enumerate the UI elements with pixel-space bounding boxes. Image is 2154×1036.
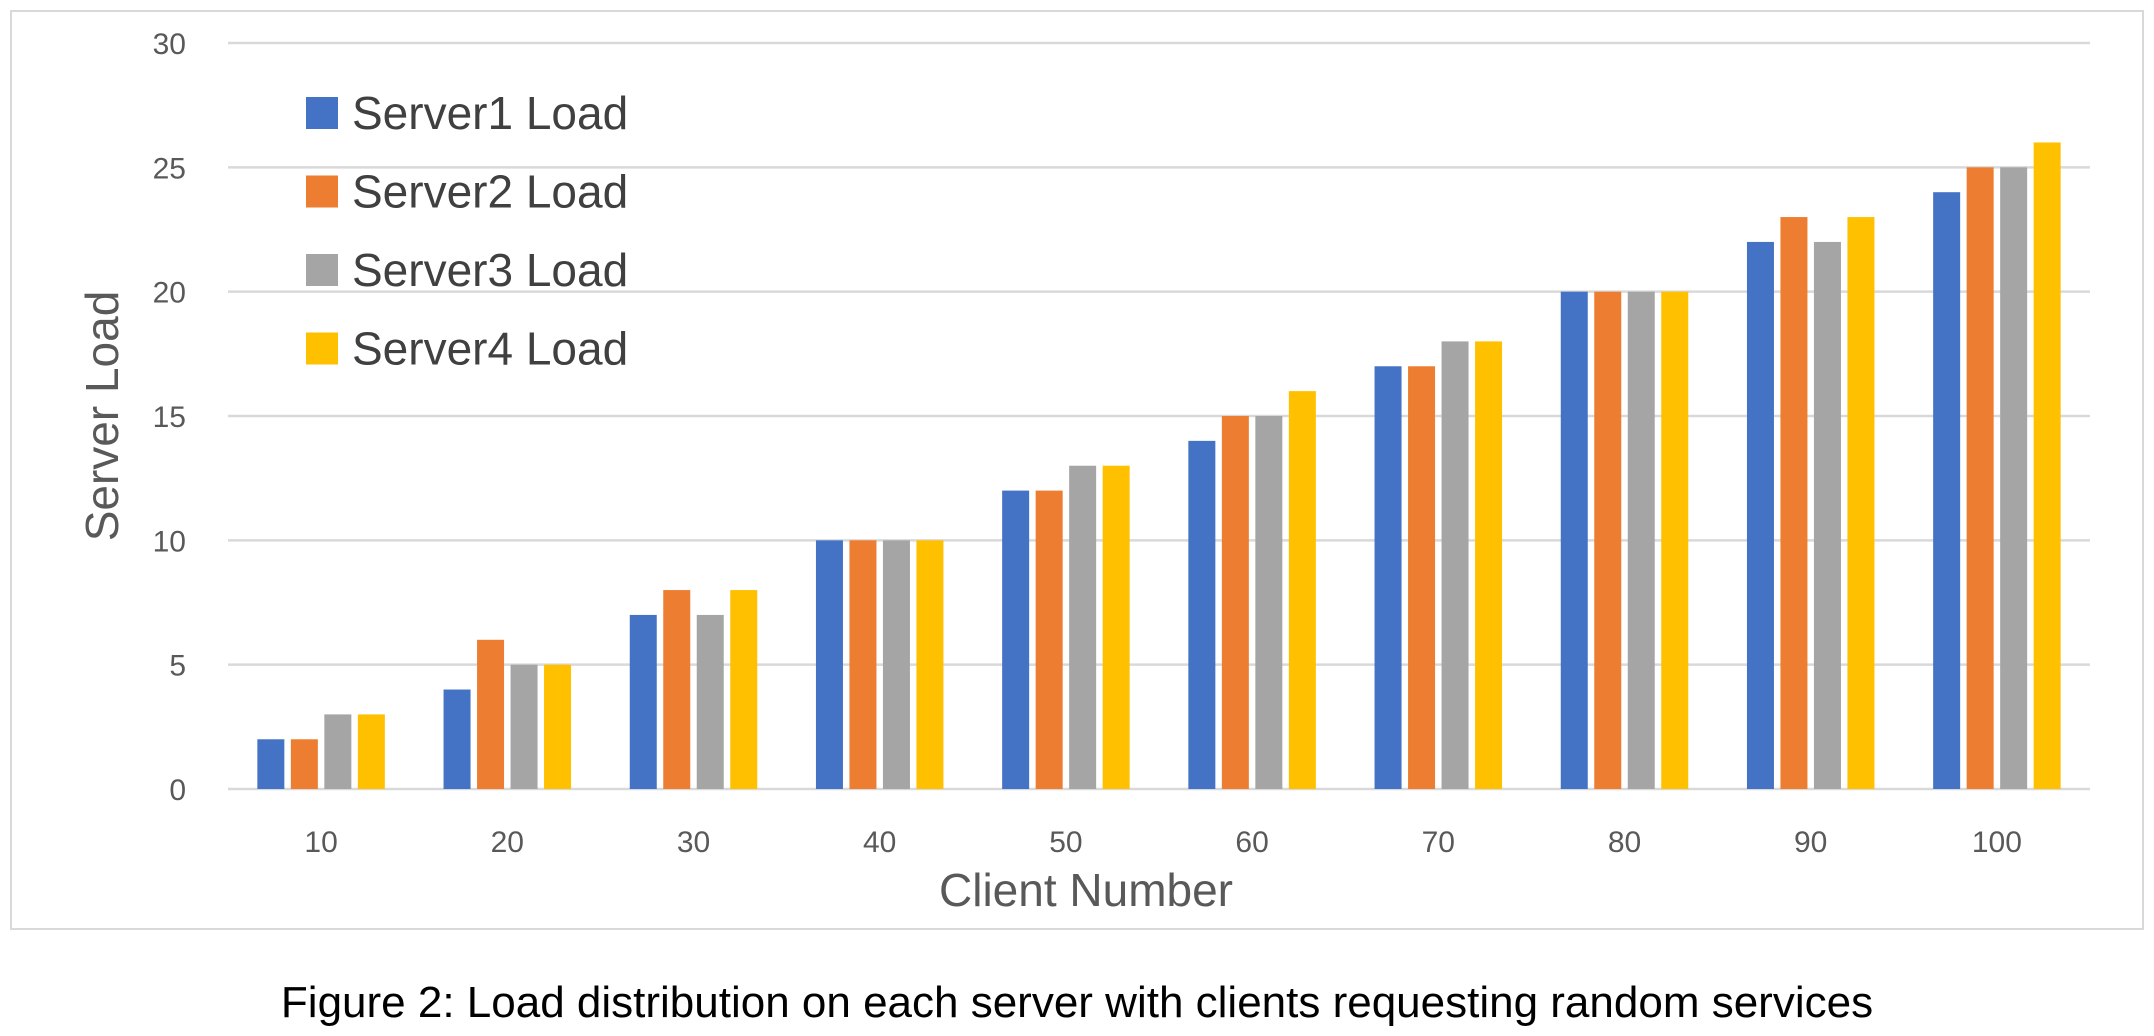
bar-server4-load-10: [357, 714, 385, 789]
x-axis-title: Client Number: [939, 864, 1233, 916]
bar-server4-load-80: [1661, 291, 1689, 789]
bar-server4-load-30: [730, 590, 758, 789]
bar-server3-load-80: [1627, 291, 1655, 789]
bar-server3-load-40: [882, 540, 910, 789]
bar-server3-load-70: [1441, 341, 1469, 789]
x-tick-label: 60: [1235, 826, 1268, 859]
x-tick-label: 80: [1608, 826, 1641, 859]
y-tick-label: 30: [153, 28, 186, 61]
x-tick-label: 50: [1049, 826, 1082, 859]
bar-server3-load-100: [2000, 167, 2028, 790]
bar-server3-load-60: [1255, 416, 1283, 789]
legend-label: Server3 Load: [352, 244, 628, 296]
bar-server4-load-20: [544, 664, 572, 789]
y-tick-label: 20: [153, 277, 186, 310]
bar-server1-load-90: [1746, 241, 1774, 789]
bar-server2-load-10: [290, 739, 318, 789]
bar-server3-load-90: [1813, 241, 1841, 789]
bar-server1-load-100: [1933, 192, 1961, 789]
bar-server2-load-70: [1408, 366, 1436, 789]
x-tick-label: 70: [1422, 826, 1455, 859]
y-tick-label: 10: [153, 525, 186, 558]
x-tick-label: 10: [304, 826, 337, 859]
bar-server1-load-10: [257, 739, 285, 789]
bar-server2-load-50: [1035, 490, 1063, 789]
bar-server1-load-30: [629, 614, 657, 789]
x-tick-label: 30: [677, 826, 710, 859]
legend-swatch: [306, 175, 338, 208]
bar-server2-load-20: [477, 639, 505, 789]
legend: Server1 Load Server2 Load Server3 Load Serv…: [306, 87, 628, 375]
bar-server3-load-20: [510, 664, 538, 789]
legend-swatch: [306, 254, 338, 286]
bar-server4-load-90: [1847, 217, 1875, 790]
bar-server2-load-30: [663, 590, 691, 789]
bar-server2-load-90: [1780, 217, 1808, 790]
legend-label: Server2 Load: [352, 166, 628, 218]
bar-server1-load-20: [443, 689, 471, 789]
y-tick-label: 5: [169, 650, 186, 683]
bar-server4-load-70: [1475, 341, 1503, 789]
figure-caption: Figure 2: Load distribution on each serv…: [280, 978, 1874, 1027]
y-tick-label: 15: [153, 401, 186, 434]
legend-label: Server1 Load: [352, 87, 628, 139]
bar-server4-load-50: [1102, 465, 1130, 789]
x-tick-label: 90: [1794, 826, 1827, 859]
y-axis-ticks: 0 5 10 15 20 25 30: [153, 28, 186, 807]
bar-server4-load-40: [916, 540, 944, 789]
legend-swatch: [306, 97, 338, 129]
bar-server3-load-30: [696, 614, 724, 789]
x-tick-label: 100: [1972, 826, 2022, 859]
gridlines: [228, 41, 2090, 791]
bar-server4-load-100: [2033, 142, 2061, 789]
bar-server1-load-60: [1188, 440, 1216, 789]
bar-server1-load-40: [815, 540, 843, 789]
x-tick-label: 20: [491, 826, 524, 859]
bar-server1-load-70: [1374, 366, 1402, 789]
x-axis-ticks: 10 20 30 40 50 60 70 80 90 100: [304, 826, 2022, 859]
bar-server2-load-40: [849, 540, 877, 789]
legend-label: Server4 Load: [352, 323, 628, 375]
bar-server2-load-80: [1594, 291, 1622, 789]
bar-server3-load-10: [324, 714, 352, 789]
x-tick-label: 40: [863, 826, 896, 859]
bar-server1-load-50: [1002, 490, 1030, 789]
legend-swatch: [306, 332, 338, 365]
y-tick-label: 0: [169, 774, 186, 807]
bar-server2-load-60: [1221, 416, 1249, 789]
bars: [257, 142, 2061, 790]
bar-chart: 0 5 10 15 20 25 30 10 20 30 40 50 60 70 80 90 100 Clien…: [76, 28, 2090, 916]
bar-server4-load-60: [1288, 391, 1316, 789]
y-tick-label: 25: [153, 152, 186, 185]
bar-server1-load-80: [1560, 291, 1588, 789]
bar-server2-load-100: [1966, 167, 1994, 790]
bar-server3-load-50: [1069, 465, 1097, 789]
y-axis-title: Server Load: [76, 291, 128, 542]
